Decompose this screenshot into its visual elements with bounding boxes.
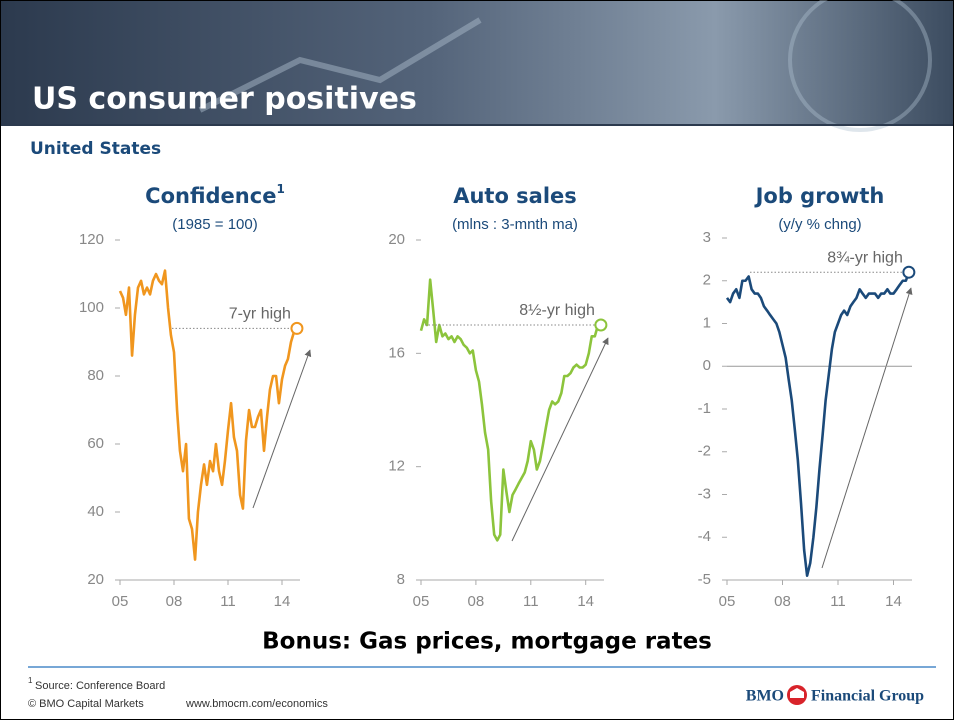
x-tick-label: 14: [577, 593, 594, 610]
data-line: [419, 278, 601, 542]
x-tick-label: 08: [774, 593, 791, 610]
data-line: [118, 269, 298, 561]
y-tick-label: 12: [388, 458, 405, 475]
copyright: © BMO Capital Markets: [28, 698, 144, 710]
footnote-source: Source: Conference Board: [35, 680, 165, 692]
data-line: [725, 271, 911, 578]
logo-icon-mark: [790, 688, 804, 698]
trend-arrow: [821, 287, 913, 569]
x-tick-label: 14: [274, 593, 291, 610]
trend-arrow: [511, 337, 609, 542]
y-tick-label: -3: [698, 485, 711, 502]
y-tick-label: 40: [87, 503, 104, 520]
annotation: 8½-yr high: [519, 302, 595, 319]
annotation: 8¾-yr high: [827, 249, 903, 266]
y-tick-label: 20: [87, 571, 104, 588]
slide-title: US consumer positives: [32, 82, 417, 117]
y-tick-label: 16: [388, 344, 405, 361]
x-tick-label: 11: [830, 593, 846, 610]
x-tick-label: 11: [220, 593, 236, 610]
chart-subtitle: (mlns : 3-mnth ma): [452, 216, 578, 233]
x-tick-label: 14: [885, 593, 902, 610]
footnote-ref: 1: [276, 182, 284, 196]
chart-subtitle: (y/y % chng): [778, 216, 861, 233]
bonus-text: Bonus: Gas prices, mortgage rates: [262, 629, 712, 655]
x-tick-label: 05: [112, 593, 129, 610]
y-tick-label: 120: [79, 231, 104, 248]
y-tick-label: -2: [698, 443, 711, 460]
x-tick-label: 11: [523, 593, 539, 610]
y-tick-label: 20: [388, 231, 405, 248]
banner-decor: [788, 0, 932, 132]
y-tick-label: 2: [703, 272, 711, 289]
logo-right: Financial Group: [811, 688, 924, 705]
banner-decor: [198, 17, 482, 113]
trend-arrow: [252, 349, 312, 509]
y-tick-label: -5: [698, 571, 711, 588]
footnote-marker: 1: [28, 676, 33, 685]
chart-title: Auto sales: [453, 184, 577, 208]
logo-left: BMO: [746, 688, 784, 705]
y-tick-label: 3: [703, 229, 711, 246]
x-tick-label: 08: [468, 593, 485, 610]
high-marker: [594, 318, 608, 332]
x-tick-label: 08: [166, 593, 183, 610]
url: www.bmocm.com/economics: [185, 698, 328, 710]
x-tick-label: 05: [719, 593, 736, 610]
y-tick-label: 1: [703, 314, 711, 331]
y-tick-label: 100: [79, 299, 104, 316]
high-marker: [290, 321, 304, 335]
chart-title: Job growth: [754, 184, 885, 208]
y-tick-label: 60: [87, 435, 104, 452]
y-tick-label: -1: [698, 400, 711, 417]
chart-subtitle: (1985 = 100): [172, 216, 257, 233]
annotation: 7-yr high: [229, 306, 291, 323]
y-tick-label: -4: [698, 528, 711, 545]
x-tick-label: 05: [413, 593, 430, 610]
y-tick-label: 80: [87, 367, 104, 384]
high-marker: [902, 265, 916, 279]
chart-title: Confidence1: [145, 182, 285, 209]
y-tick-label: 0: [703, 357, 711, 374]
slide-subtitle: United States: [30, 139, 161, 159]
y-tick-label: 8: [397, 571, 405, 588]
